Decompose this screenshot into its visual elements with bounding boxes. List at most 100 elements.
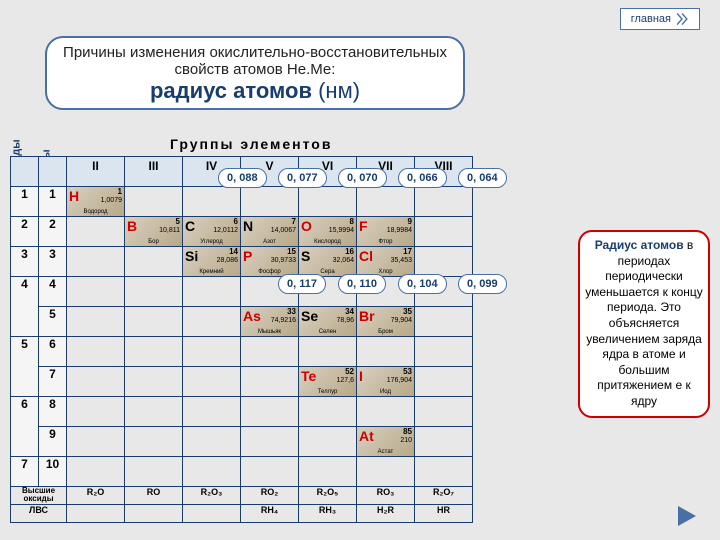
table-row: 710 [11, 457, 473, 487]
element-cell [125, 307, 183, 337]
element-cell [183, 187, 241, 217]
radius-bubble: 0, 088 [218, 168, 267, 188]
element-F: F918,9984Фтор [357, 217, 414, 246]
element-At: At85210Астат [357, 427, 414, 456]
element-cell [299, 337, 357, 367]
element-cell [357, 397, 415, 427]
element-cell: As3374,9216Мышьяк [241, 307, 299, 337]
period-cell: 2 [11, 217, 39, 247]
element-cell [415, 187, 473, 217]
element-cell: Se3478,96Селен [299, 307, 357, 337]
radius-bubble: 0, 110 [338, 274, 386, 294]
row-num-cell: 1 [39, 187, 67, 217]
element-cell: F918,9984Фтор [357, 217, 415, 247]
element-cell [183, 277, 241, 307]
element-cell: I53176,904Иод [357, 367, 415, 397]
element-cell [241, 337, 299, 367]
element-cell [415, 307, 473, 337]
element-O: O815,9994Кислород [299, 217, 356, 246]
element-cell [415, 247, 473, 277]
element-cell: Br3579,904Бром [357, 307, 415, 337]
period-cell: 5 [11, 337, 39, 397]
home-label: главная [631, 13, 671, 25]
element-cell: H11,0079Водород [67, 187, 125, 217]
radius-bubble: 0, 099 [458, 274, 507, 294]
table-row: 9 At85210Астат [11, 427, 473, 457]
element-cell [241, 397, 299, 427]
period-cell: 3 [11, 247, 39, 277]
element-cell [415, 457, 473, 487]
element-B: B510,811Бор [125, 217, 182, 246]
element-N: N714,0067Азот [241, 217, 298, 246]
title-box: Причины изменения окислительно-восстанов… [45, 36, 465, 110]
element-cell [357, 187, 415, 217]
element-cell [125, 247, 183, 277]
table-row: 56 [11, 337, 473, 367]
radius-bubble: 0, 064 [458, 168, 507, 188]
row-num-cell: 8 [39, 397, 67, 427]
element-cell: Si1428,086Кремний [183, 247, 241, 277]
element-Cl: Cl1735,453Хлор [357, 247, 414, 276]
element-cell: N714,0067Азот [241, 217, 299, 247]
element-cell: At85210Астат [357, 427, 415, 457]
ptable: II III IV V VI VII VIII 11H11,0079Водоро… [10, 156, 473, 523]
element-cell [183, 367, 241, 397]
chevron-right-icon [675, 12, 689, 26]
radius-bubble: 0, 066 [398, 168, 447, 188]
element-cell [67, 277, 125, 307]
info-body: в периодах периодически уменьшается к ко… [585, 238, 703, 408]
oxides-row: Высшие оксиды R₂OROR₂O₃RO₂R₂O₅RO₃R₂O₇RO₄ [11, 487, 473, 505]
period-cell: 1 [11, 187, 39, 217]
element-cell [299, 427, 357, 457]
element-cell: S1632,064Сера [299, 247, 357, 277]
radius-bubble: 0, 070 [338, 168, 387, 188]
radius-bubble: 0, 104 [398, 274, 447, 294]
element-P: P1530,9733Фосфор [241, 247, 298, 276]
row-num-cell: 10 [39, 457, 67, 487]
info-box: Радиус атомов в периодах периодически ум… [578, 230, 710, 418]
radius-bubble: 0, 077 [278, 168, 327, 188]
table-row: 22B510,811БорC612,0112УглеродN714,0067Аз… [11, 217, 473, 247]
table-row: 33 Si1428,086КремнийP1530,9733ФосфорS1632… [11, 247, 473, 277]
element-Br: Br3579,904Бром [357, 307, 414, 336]
element-cell [415, 337, 473, 367]
row-num-cell: 5 [39, 307, 67, 337]
element-cell [183, 427, 241, 457]
groups-title: Группы элементов [170, 136, 332, 152]
element-cell [241, 427, 299, 457]
element-cell: O815,9994Кислород [299, 217, 357, 247]
row-num-cell: 9 [39, 427, 67, 457]
element-cell [183, 397, 241, 427]
table-row: 5 As3374,9216МышьякSe3478,96СеленBr3579,9… [11, 307, 473, 337]
home-button[interactable]: главная [620, 8, 700, 30]
element-cell [299, 397, 357, 427]
element-cell [357, 337, 415, 367]
element-cell [67, 427, 125, 457]
element-cell [183, 457, 241, 487]
row-num-cell: 2 [39, 217, 67, 247]
periodic-table: Группы элементов периоды ряды 0, 0880, 0… [10, 140, 570, 507]
element-cell: B510,811Бор [125, 217, 183, 247]
element-cell [299, 457, 357, 487]
element-I: I53176,904Иод [357, 367, 414, 396]
element-cell [415, 217, 473, 247]
element-cell [183, 307, 241, 337]
element-cell [241, 367, 299, 397]
element-Te: Te52127,6Теллур [299, 367, 356, 396]
element-cell [67, 397, 125, 427]
element-cell: Cl1735,453Хлор [357, 247, 415, 277]
element-cell: P1530,9733Фосфор [241, 247, 299, 277]
info-head: Радиус атомов [595, 238, 684, 252]
element-As: As3374,9216Мышьяк [241, 307, 298, 336]
period-cell: 4 [11, 277, 39, 337]
element-cell [415, 367, 473, 397]
element-cell [125, 187, 183, 217]
next-arrow-icon[interactable] [678, 506, 696, 526]
element-cell [415, 397, 473, 427]
element-cell [415, 427, 473, 457]
element-H: H11,0079Водород [67, 187, 124, 216]
row-num-cell: 6 [39, 337, 67, 367]
row-num-cell: 3 [39, 247, 67, 277]
element-cell [125, 427, 183, 457]
element-cell [67, 337, 125, 367]
